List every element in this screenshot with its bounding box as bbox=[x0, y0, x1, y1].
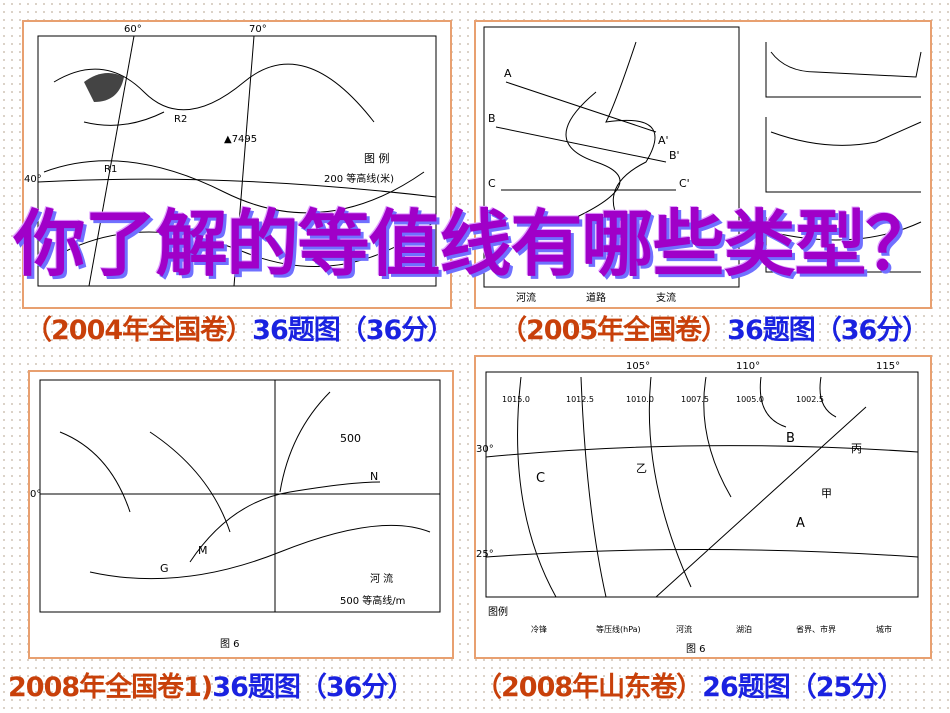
lat-label: 40° bbox=[24, 174, 42, 185]
legend-stream: 支流 bbox=[656, 291, 676, 304]
map-2004: 60° 70° 40° 图 例 200 等高线(米) ▲7495 R1 R2 bbox=[22, 20, 452, 309]
figure-label: 图 6 bbox=[686, 643, 706, 655]
figure-label: 图 6 bbox=[220, 638, 240, 650]
legend-contour: 500 等高线/m bbox=[340, 594, 405, 607]
caption-question: 36题图（36分） bbox=[252, 315, 454, 346]
city-bing: 丙 bbox=[851, 442, 862, 455]
caption-year: （2008年山东卷） bbox=[475, 672, 703, 703]
legend-item: 省界、市界 bbox=[796, 624, 836, 634]
legend-river: 河 流 bbox=[370, 572, 393, 585]
caption-2008-national: 2008年全国卷1)36题图（36分） bbox=[8, 665, 414, 704]
lon-label: 70° bbox=[249, 24, 267, 35]
peak-label: ▲7495 bbox=[224, 134, 257, 145]
profile-label: C bbox=[488, 177, 496, 190]
caption-question: 26题图（25分） bbox=[702, 672, 904, 703]
caption-2004: （2004年全国卷）36题图（36分） bbox=[25, 308, 454, 347]
lat-label: 30° bbox=[476, 444, 494, 455]
caption-year: 2008年全国卷1) bbox=[8, 672, 213, 703]
profile-label: B bbox=[488, 112, 496, 125]
legend-road: 道路 bbox=[586, 291, 606, 304]
isobar-label: 1002.5 bbox=[796, 395, 824, 404]
city-jia: 甲 bbox=[821, 487, 832, 500]
profile-label: A bbox=[504, 67, 512, 80]
area-a: A bbox=[796, 516, 805, 531]
map-2008-shandong: 105° 110° 115° 30° 25° 1015.0 1012.5 101… bbox=[474, 355, 932, 659]
city-yi: 乙 bbox=[636, 462, 647, 475]
point-g: G bbox=[160, 562, 169, 575]
isobar-label: 1010.0 bbox=[626, 395, 654, 404]
legend-river: 河流 bbox=[516, 291, 536, 304]
profile-label: B' bbox=[669, 149, 680, 162]
legend-contour: 200 等高线(米) bbox=[324, 172, 394, 185]
river-label: R2 bbox=[174, 114, 187, 125]
point-m: M bbox=[198, 544, 208, 557]
caption-question: 36题图（36分） bbox=[212, 672, 414, 703]
caption-question: 36题图（36分） bbox=[727, 315, 929, 346]
lon-label: 60° bbox=[124, 24, 142, 35]
lon-label: 110° bbox=[736, 361, 760, 372]
map-2005: A A' B B' C C' 河流 道路 支流 bbox=[474, 20, 932, 309]
lon-label: 115° bbox=[876, 361, 900, 372]
caption-year: （2005年全国卷） bbox=[500, 315, 728, 346]
caption-year: （2004年全国卷） bbox=[25, 315, 253, 346]
lon-label: 105° bbox=[626, 361, 650, 372]
caption-2008-shandong: （2008年山东卷）26题图（25分） bbox=[475, 665, 904, 704]
legend-item: 冷锋 bbox=[531, 624, 547, 634]
caption-2005: （2005年全国卷）36题图（36分） bbox=[500, 308, 929, 347]
legend-title: 图 例 bbox=[364, 151, 390, 165]
isobar-label: 1012.5 bbox=[566, 395, 594, 404]
legend-item: 湖泊 bbox=[736, 624, 752, 634]
legend-item: 等压线(hPa) bbox=[596, 624, 641, 634]
area-b: B bbox=[786, 431, 795, 446]
lat-label: 25° bbox=[476, 549, 494, 560]
point-n: N bbox=[370, 470, 378, 483]
contour-label: 500 bbox=[340, 432, 361, 445]
river-label: R1 bbox=[104, 164, 117, 175]
lat-label: 0° bbox=[30, 489, 41, 500]
profile-label: C' bbox=[679, 177, 690, 190]
isobar-label: 1015.0 bbox=[502, 395, 530, 404]
profile-label: A' bbox=[658, 134, 669, 147]
map-2008-national: 500 0° N M G 河 流 500 等高线/m 图 6 bbox=[28, 370, 454, 659]
area-c: C bbox=[536, 471, 545, 486]
slide-title: 你了解的等值线有哪些类型？ bbox=[13, 201, 937, 286]
legend-item: 河流 bbox=[676, 624, 692, 634]
isobar-label: 1007.5 bbox=[681, 395, 709, 404]
isobar-label: 1005.0 bbox=[736, 395, 764, 404]
legend-title: 图例 bbox=[488, 605, 508, 618]
legend-item: 城市 bbox=[876, 624, 892, 634]
